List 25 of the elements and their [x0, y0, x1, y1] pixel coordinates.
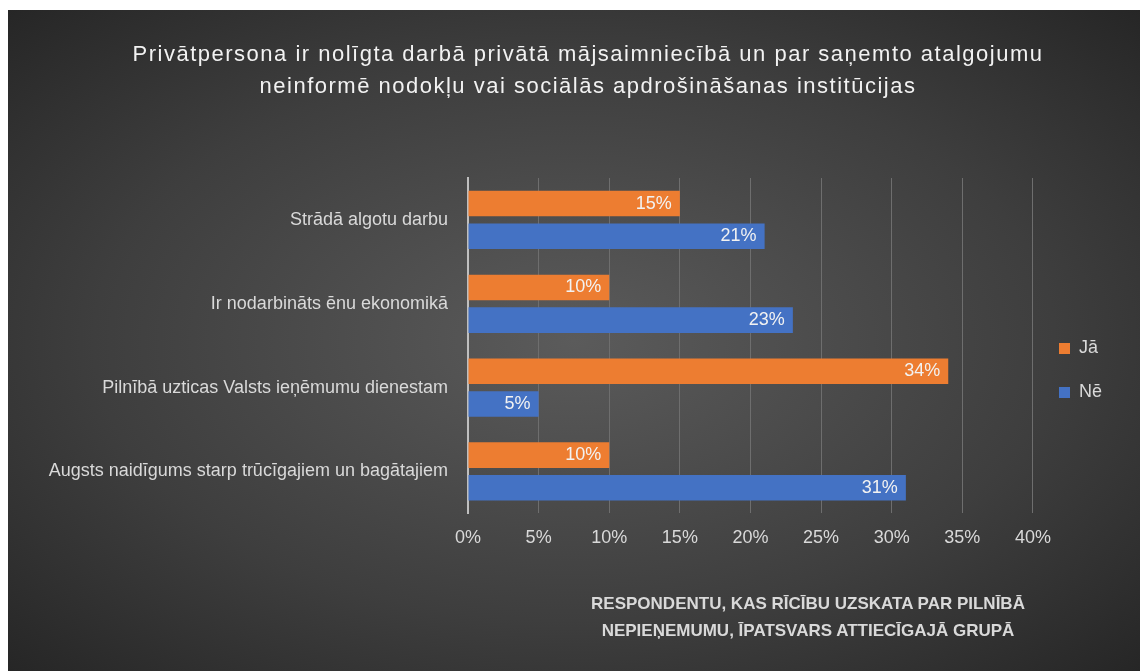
legend-label: Nē — [1078, 381, 1103, 402]
data-label: 34% — [904, 360, 941, 381]
x-tick-label: 15% — [661, 527, 698, 548]
x-tick-label: 25% — [803, 527, 840, 548]
y-tick-label: Strādā algotu darbu — [289, 208, 448, 229]
x-tick-label: 0% — [454, 527, 482, 548]
x-tick-label: 40% — [1014, 527, 1052, 548]
chart-title: Privātpersona ir nolīgta darbā privātā mājsaimniecībā un par saņemto atalgojumu neinformē nodokļu vai sociālās apdrošināšanas institūcijas — [131, 40, 1045, 100]
x-tick-label: 20% — [732, 527, 769, 548]
x-tick-label: 35% — [944, 527, 981, 548]
legend-label: Jā — [1078, 337, 1099, 358]
data-label: 10% — [565, 444, 602, 465]
x-tick-label: 30% — [873, 527, 910, 548]
data-label: 5% — [504, 392, 531, 413]
y-tick-label: Pilnībā uzticas Valsts ieņēmumu dienestam — [102, 376, 448, 397]
data-label: 15% — [635, 192, 672, 213]
y-tick-label: Ir nodarbināts ēnu ekonomikā — [210, 292, 449, 313]
data-label: 23% — [748, 309, 785, 330]
data-label: 31% — [861, 476, 898, 497]
x-tick-label: 10% — [591, 527, 628, 548]
x-axis-title: RESPONDENTU, KAS RĪCĪBU UZSKATA PAR PILNĪBĀ NEPIEŅEMUMU, ĪPATSVARS ATTIECĪGAJĀ GRUPĀ — [590, 593, 1026, 642]
y-tick-label: Augsts naidīgums starp trūcīgajiem un bagātajiem — [48, 460, 448, 481]
data-label: 21% — [720, 225, 757, 246]
x-tick-label: 5% — [525, 527, 552, 548]
data-label: 10% — [565, 276, 602, 297]
